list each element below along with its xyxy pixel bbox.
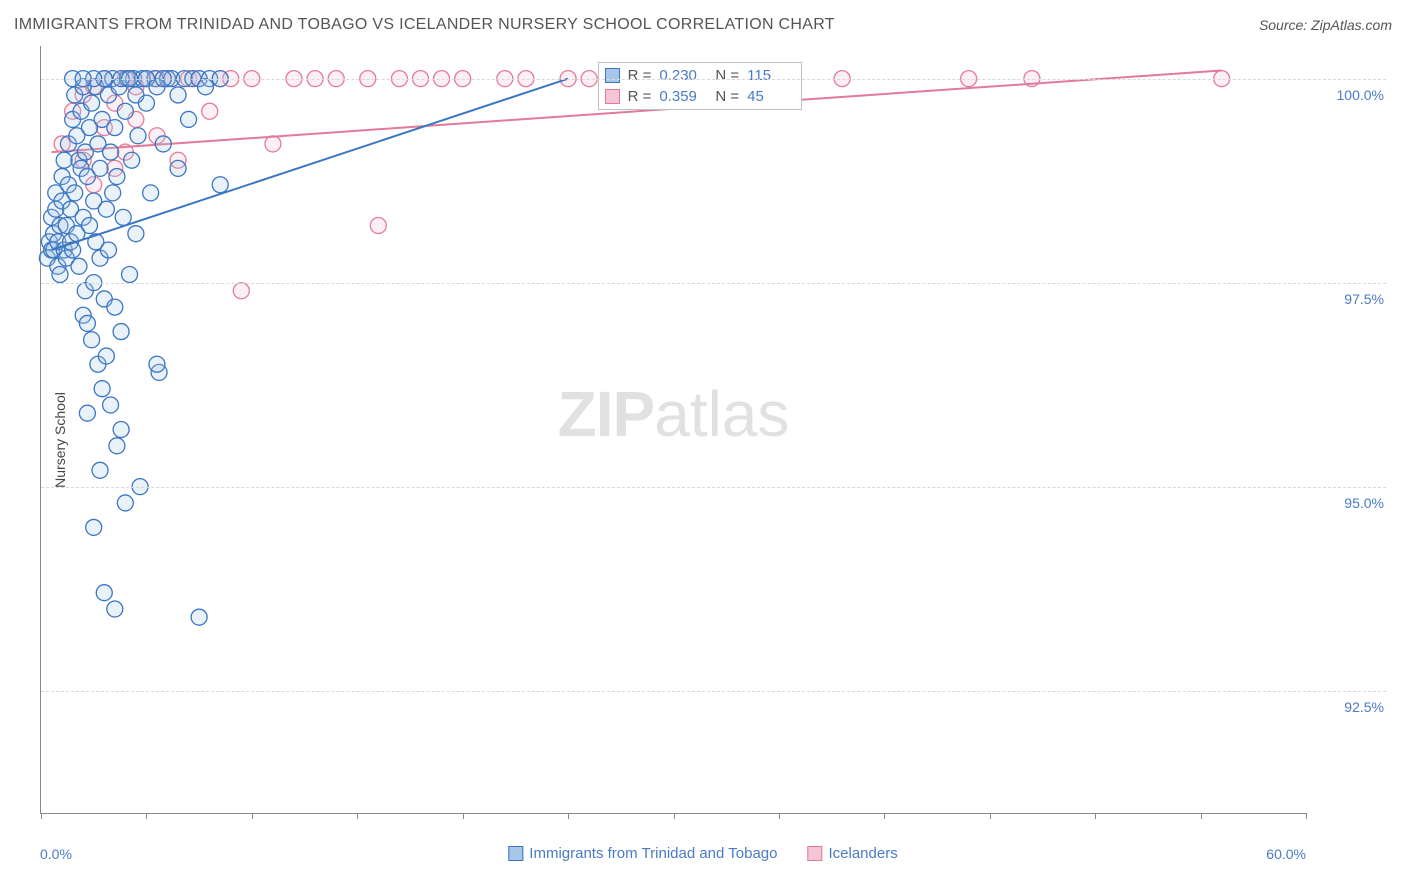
legend-item-b: Icelanders <box>807 845 897 862</box>
data-point <box>81 218 97 234</box>
data-point <box>96 585 112 601</box>
bottom-legend: Immigrants from Trinidad and Tobago Icel… <box>508 845 897 862</box>
data-point <box>143 185 159 201</box>
data-point <box>94 381 110 397</box>
data-point <box>155 136 171 152</box>
data-point <box>181 111 197 127</box>
data-point <box>124 152 140 168</box>
n-label: N = <box>715 88 739 105</box>
stats-row-a: R = 0.230 N = 115 <box>605 65 796 86</box>
x-tick <box>357 813 358 819</box>
series-a-n-value: 115 <box>747 67 795 84</box>
stats-row-b: R = 0.359 N = 45 <box>605 86 796 107</box>
plot-container: Nursery School ZIPatlas R = 0.230 N = 11… <box>40 46 1386 834</box>
data-point <box>84 95 100 111</box>
data-point <box>130 128 146 144</box>
series-a-r-value: 0.230 <box>659 67 707 84</box>
x-tick <box>884 813 885 819</box>
series-b-r-value: 0.359 <box>659 88 707 105</box>
y-tick-label: 92.5% <box>1314 699 1384 715</box>
data-point <box>103 397 119 413</box>
legend-label-b: Icelanders <box>828 845 897 862</box>
data-point <box>117 495 133 511</box>
r-label: R = <box>628 67 652 84</box>
legend-label-a: Immigrants from Trinidad and Tobago <box>529 845 777 862</box>
legend-item-a: Immigrants from Trinidad and Tobago <box>508 845 777 862</box>
data-point <box>86 519 102 535</box>
data-point <box>84 332 100 348</box>
data-point <box>105 185 121 201</box>
data-point <box>113 324 129 340</box>
data-point <box>98 201 114 217</box>
data-point <box>265 136 281 152</box>
x-tick <box>463 813 464 819</box>
data-point <box>122 266 138 282</box>
data-point <box>197 79 213 95</box>
data-point <box>67 185 83 201</box>
x-tick <box>568 813 569 819</box>
data-point <box>149 356 165 372</box>
data-point <box>212 177 228 193</box>
data-point <box>109 169 125 185</box>
data-point <box>92 462 108 478</box>
x-axis-min-label: 0.0% <box>40 846 72 862</box>
data-point <box>113 422 129 438</box>
y-tick-label: 97.5% <box>1314 291 1384 307</box>
data-point <box>103 144 119 160</box>
data-point <box>202 103 218 119</box>
x-tick <box>252 813 253 819</box>
data-point <box>115 209 131 225</box>
gridline-h <box>41 691 1386 692</box>
n-label: N = <box>715 67 739 84</box>
series-b-swatch-icon <box>605 89 620 104</box>
chart-svg <box>41 46 1306 813</box>
data-point <box>52 266 68 282</box>
data-point <box>79 405 95 421</box>
series-b-swatch-icon <box>807 846 822 861</box>
data-point <box>107 601 123 617</box>
gridline-h <box>41 487 1386 488</box>
x-tick <box>1306 813 1307 819</box>
y-tick-label: 100.0% <box>1314 87 1384 103</box>
r-label: R = <box>628 88 652 105</box>
data-point <box>191 609 207 625</box>
gridline-h <box>41 283 1386 284</box>
data-point <box>92 160 108 176</box>
x-tick <box>674 813 675 819</box>
x-axis-max-label: 60.0% <box>1266 846 1306 862</box>
stats-legend-box: R = 0.230 N = 115 R = 0.359 N = 45 <box>598 62 803 110</box>
data-point <box>233 283 249 299</box>
series-a-swatch-icon <box>605 68 620 83</box>
data-point <box>128 87 144 103</box>
y-tick-label: 95.0% <box>1314 495 1384 511</box>
plot-area: ZIPatlas R = 0.230 N = 115 R = 0.359 N =… <box>40 46 1306 814</box>
data-point <box>117 103 133 119</box>
data-point <box>109 438 125 454</box>
data-point <box>79 315 95 331</box>
data-point <box>128 226 144 242</box>
x-tick <box>990 813 991 819</box>
data-point <box>100 242 116 258</box>
data-point <box>98 348 114 364</box>
data-point <box>107 299 123 315</box>
series-a-swatch-icon <box>508 846 523 861</box>
data-point <box>370 218 386 234</box>
data-point <box>71 258 87 274</box>
x-tick <box>1095 813 1096 819</box>
data-point <box>107 120 123 136</box>
chart-title: IMMIGRANTS FROM TRINIDAD AND TOBAGO VS I… <box>14 16 835 34</box>
data-point <box>170 87 186 103</box>
x-tick <box>41 813 42 819</box>
series-b-n-value: 45 <box>747 88 795 105</box>
x-tick <box>779 813 780 819</box>
data-point <box>56 152 72 168</box>
gridline-h <box>41 79 1386 80</box>
title-bar: IMMIGRANTS FROM TRINIDAD AND TOBAGO VS I… <box>14 10 1392 40</box>
x-tick <box>146 813 147 819</box>
source-label: Source: ZipAtlas.com <box>1259 17 1392 33</box>
x-tick <box>1201 813 1202 819</box>
data-point <box>170 160 186 176</box>
